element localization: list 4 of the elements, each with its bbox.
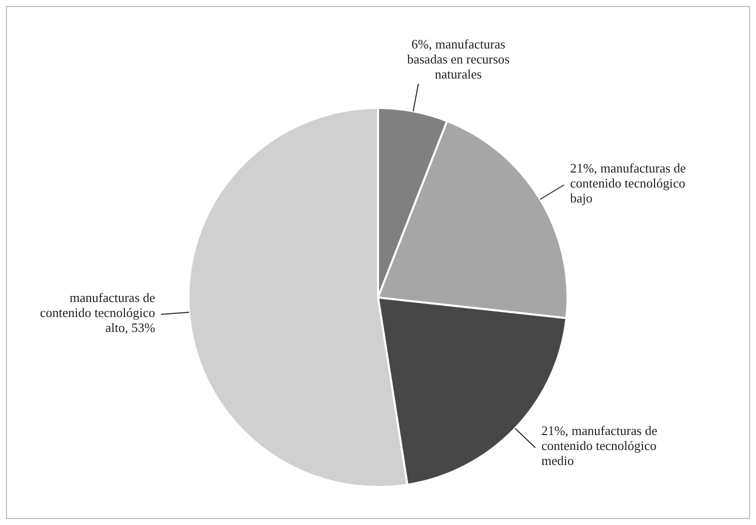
slice-label: 21%, manufacturas de contenido tecnológico bajo	[570, 160, 686, 206]
slice-label: manufacturas de contenido tecnológico alto, 53%	[40, 290, 156, 335]
slice-label: 21%, manufacturas de contenido tecnológico medio	[541, 423, 658, 468]
slice-label: 6%, manufacturas basadas en recursos naturales	[407, 36, 510, 82]
